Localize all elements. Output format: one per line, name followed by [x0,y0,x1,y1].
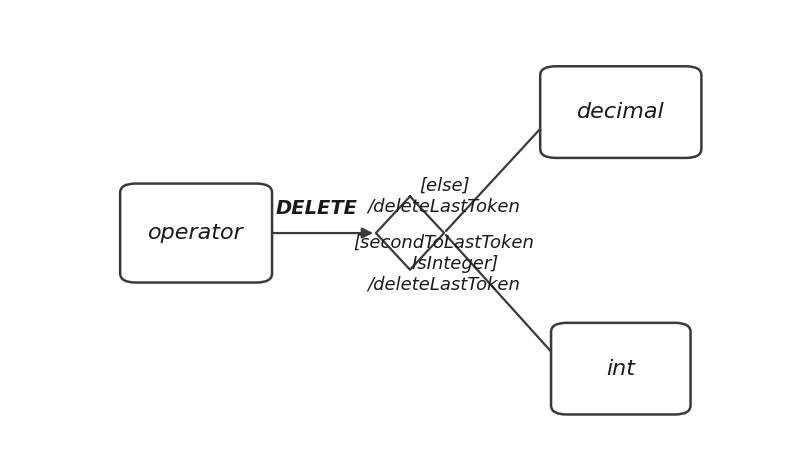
Text: int: int [606,358,635,379]
FancyBboxPatch shape [540,66,702,158]
Text: operator: operator [148,223,244,243]
Text: [else]
/deleteLastToken: [else] /deleteLastToken [368,176,521,215]
Text: [secondToLastToken
    IsInteger]
/deleteLastToken: [secondToLastToken IsInteger] /deleteLas… [353,234,534,294]
FancyBboxPatch shape [551,323,690,415]
Text: DELETE: DELETE [275,199,358,218]
FancyBboxPatch shape [120,184,272,283]
Text: decimal: decimal [577,102,665,122]
